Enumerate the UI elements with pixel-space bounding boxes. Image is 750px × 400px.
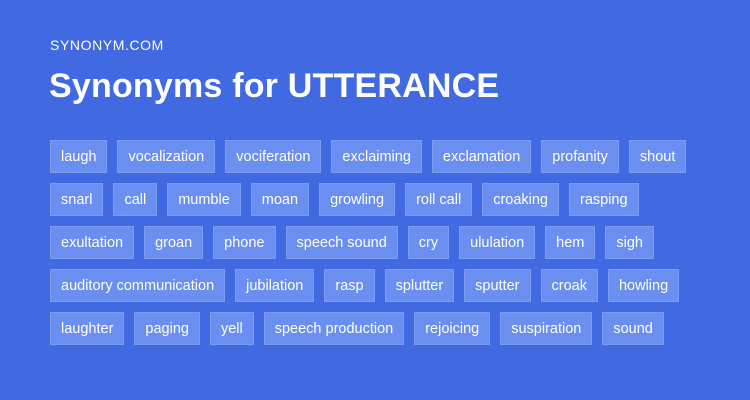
synonym-tag[interactable]: exultation [50,226,135,259]
synonym-tag-row: exultation groan phone speech sound cry ulula… [50,226,710,259]
page-title: Synonyms for UTTERANCE [49,67,500,105]
synonym-tag-row: laugh vocalization vociferation exclaiming e… [50,140,710,173]
synonym-tag[interactable]: speech sound [285,226,398,259]
synonym-tag[interactable]: shout [628,140,687,173]
synonym-tag[interactable]: moan [250,183,310,216]
synonym-tag-row: laughter paging yell speech production rejoi… [50,312,710,345]
synonym-tag[interactable]: groan [144,226,204,259]
synonym-tag[interactable]: croak [540,269,598,302]
synonym-tag-row: auditory communication jubilation rasp splu… [50,269,710,302]
synonym-tag[interactable]: mumble [167,183,241,216]
synonym-tag[interactable]: hem [545,226,596,259]
synonym-tag[interactable]: exclamation [431,140,532,173]
synonym-tag[interactable]: snarl [50,183,104,216]
synonym-tag[interactable]: ululation [459,226,536,259]
synonym-tag[interactable]: suspiration [500,312,593,345]
synonym-tag[interactable]: jubilation [235,269,315,302]
synonym-tag[interactable]: laughter [50,312,125,345]
synonym-tag[interactable]: growling [319,183,396,216]
synonym-tag[interactable]: cry [407,226,450,259]
synonym-tag[interactable]: call [113,183,158,216]
synonym-tag-list: laugh vocalization vociferation exclaiming e… [50,140,710,345]
synonym-tag[interactable]: rejoicing [414,312,491,345]
synonym-tag[interactable]: howling [607,269,680,302]
synonym-tag[interactable]: sound [602,312,664,345]
synonym-tag[interactable]: roll call [405,183,473,216]
synonym-tag[interactable]: vociferation [225,140,322,173]
site-name[interactable]: SYNONYM.COM [50,37,164,53]
synonym-tag[interactable]: rasp [324,269,375,302]
synonym-tag[interactable]: croaking [482,183,559,216]
synonym-tag-row: snarl call mumble moan growling roll call croa… [50,183,710,216]
synonym-tag[interactable]: yell [209,312,254,345]
synonym-tag[interactable]: profanity [541,140,619,173]
synonym-tag[interactable]: rasping [569,183,639,216]
synonym-tag[interactable]: vocalization [117,140,216,173]
synonym-tag[interactable]: speech production [263,312,405,345]
synonym-tag[interactable]: auditory communication [50,269,226,302]
synonym-tag[interactable]: sputter [464,269,531,302]
synonym-tag[interactable]: splutter [384,269,455,302]
synonym-tag[interactable]: sigh [605,226,654,259]
synonym-tag[interactable]: exclaiming [331,140,422,173]
synonym-tag[interactable]: laugh [50,140,108,173]
synonym-tag[interactable]: phone [213,226,276,259]
synonym-tag[interactable]: paging [134,312,200,345]
